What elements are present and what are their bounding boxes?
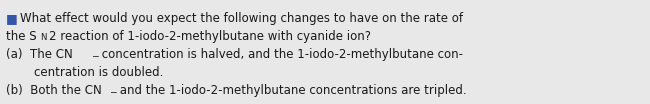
Text: What effect would you expect the following changes to have on the rate of: What effect would you expect the followi… [20, 12, 463, 25]
Text: and the 1-iodo-2-methylbutane concentrations are tripled.: and the 1-iodo-2-methylbutane concentrat… [116, 84, 467, 97]
Text: concentration is halved, and the 1-iodo-2-methylbutane con-: concentration is halved, and the 1-iodo-… [98, 48, 463, 61]
Text: (b)  Both the CN: (b) Both the CN [6, 84, 102, 97]
Text: −: − [109, 87, 117, 96]
Text: N: N [40, 33, 46, 42]
Text: (a)  The CN: (a) The CN [6, 48, 73, 61]
Text: 2 reaction of 1-iodo-2-methylbutane with cyanide ion?: 2 reaction of 1-iodo-2-methylbutane with… [49, 30, 371, 43]
Text: −: − [91, 51, 99, 60]
Text: centration is doubled.: centration is doubled. [34, 66, 163, 79]
Text: the S: the S [6, 30, 36, 43]
Text: ■: ■ [6, 12, 18, 25]
